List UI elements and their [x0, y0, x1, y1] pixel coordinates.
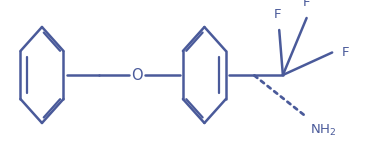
Text: O: O — [131, 68, 143, 82]
Text: F: F — [341, 46, 349, 59]
Text: F: F — [274, 8, 281, 21]
Text: NH$_2$: NH$_2$ — [310, 123, 337, 138]
Text: F: F — [303, 0, 310, 9]
